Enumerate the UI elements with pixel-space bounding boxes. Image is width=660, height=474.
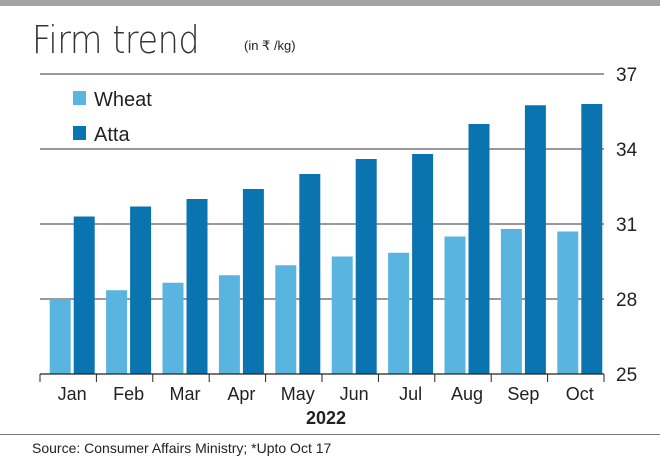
- y-tick-label: 37: [616, 65, 637, 86]
- footer-divider: [0, 434, 660, 435]
- x-tick-label: Jan: [58, 384, 87, 404]
- unit-label: (in ₹ /kg): [244, 38, 296, 53]
- bar-atta-jul: [412, 154, 434, 374]
- bar-wheat-jul: [388, 252, 410, 374]
- y-tick-label: 28: [616, 290, 637, 311]
- x-tick-label: Apr: [227, 384, 255, 404]
- bar-atta-aug: [468, 124, 490, 374]
- top-bar: [0, 0, 660, 6]
- bar-atta-jan: [73, 216, 95, 374]
- legend-label-atta: Atta: [94, 124, 130, 146]
- x-tick-label: Oct: [566, 384, 594, 404]
- bars: [49, 104, 603, 374]
- bar-atta-apr: [242, 189, 264, 374]
- legend-swatch-atta: [73, 126, 86, 140]
- bar-atta-may: [299, 174, 321, 374]
- chart-title: Firm trend: [32, 18, 200, 62]
- x-tick-label: Aug: [451, 384, 483, 404]
- x-tick-label: Mar: [170, 384, 201, 404]
- bar-atta-oct: [581, 104, 603, 374]
- y-tick-label: 34: [616, 140, 638, 161]
- x-tick-label: Feb: [113, 384, 144, 404]
- bar-wheat-aug: [444, 236, 466, 374]
- bar-wheat-jun: [331, 256, 353, 374]
- bar-atta-sep: [524, 105, 546, 374]
- x-tick-label: Jun: [340, 384, 369, 404]
- bar-wheat-may: [275, 265, 297, 374]
- bar-atta-feb: [130, 206, 152, 374]
- bar-wheat-mar: [162, 282, 184, 374]
- x-group-label: 2022: [306, 408, 346, 428]
- bar-wheat-apr: [218, 275, 240, 374]
- bar-wheat-jan: [49, 299, 71, 374]
- legend-label-wheat: Wheat: [94, 89, 152, 111]
- source-note: Source: Consumer Affairs Ministry; *Upto…: [32, 440, 332, 456]
- legend: Wheat Atta: [73, 89, 152, 146]
- bar-atta-mar: [186, 199, 208, 374]
- x-tick-label: May: [281, 384, 315, 404]
- y-tick-label: 31: [616, 215, 637, 236]
- bar-wheat-sep: [500, 229, 522, 374]
- x-tick-label: Jul: [399, 384, 422, 404]
- legend-swatch-wheat: [73, 91, 86, 105]
- bar-chart: 25 28 31 34 37 Jan Feb Mar Apr May Jun Jul Aug Sep Oct…: [39, 65, 638, 428]
- x-tick-label: Sep: [507, 384, 539, 404]
- bar-atta-jun: [355, 159, 377, 374]
- bar-wheat-feb: [106, 290, 128, 374]
- bar-wheat-oct: [557, 231, 579, 374]
- y-tick-label: 25: [616, 365, 637, 386]
- axes: 25 28 31 34 37 Jan Feb Mar Apr May Jun Jul Aug Sep Oct…: [39, 65, 638, 428]
